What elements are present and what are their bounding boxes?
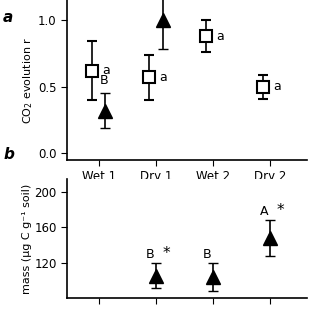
Y-axis label: CO$_2$ evolution r: CO$_2$ evolution r	[21, 36, 36, 124]
Text: *: *	[162, 246, 170, 261]
Text: a: a	[102, 64, 110, 77]
Text: B: B	[146, 248, 154, 261]
Text: b: b	[3, 147, 14, 162]
Text: B: B	[100, 74, 109, 87]
Text: a: a	[274, 80, 281, 93]
Y-axis label: mass (μg C g⁻¹ soil): mass (μg C g⁻¹ soil)	[22, 183, 32, 293]
X-axis label: Seasons: Seasons	[156, 189, 218, 202]
Text: B: B	[203, 248, 212, 261]
Text: A: A	[260, 205, 268, 218]
Text: *: *	[276, 203, 284, 218]
Text: a: a	[3, 10, 13, 25]
Text: a: a	[216, 29, 224, 43]
Text: a: a	[159, 71, 167, 84]
